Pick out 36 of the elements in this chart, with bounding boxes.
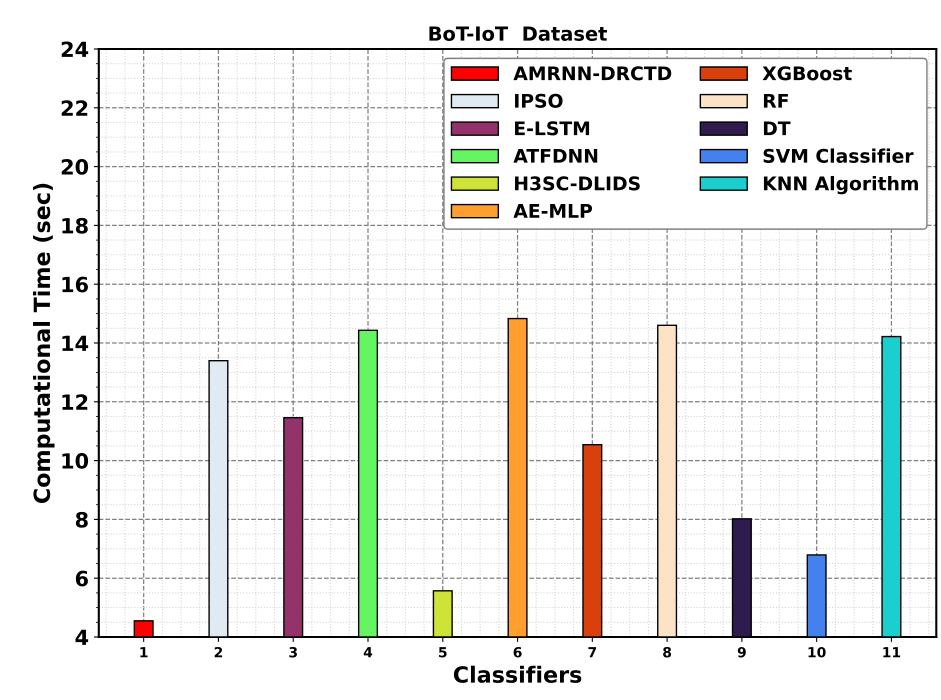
y-tick-label: 8 xyxy=(76,512,88,528)
y-tick-label: 18 xyxy=(62,218,88,234)
x-tick-label: 9 xyxy=(738,646,746,658)
y-axis-title: Computational Time (sec) xyxy=(33,184,55,504)
y-tick-label: 12 xyxy=(62,394,88,410)
x-tick-label: 6 xyxy=(514,646,522,658)
x-tick-label: 11 xyxy=(883,647,900,658)
y-tick-label: 6 xyxy=(76,570,88,586)
legend-label: ATFDNN xyxy=(513,149,598,163)
x-tick-label: 1 xyxy=(140,647,148,658)
legend-label: E-LSTM xyxy=(515,121,590,136)
legend-label: DT xyxy=(764,121,790,136)
y-tick-label: 10 xyxy=(62,453,88,469)
legend-label: IPSO xyxy=(515,94,563,108)
y-tick-label: 16 xyxy=(62,276,88,292)
y-tick-label: 14 xyxy=(62,336,88,351)
y-tick-label: 4 xyxy=(76,630,88,645)
y-tick-label: 24 xyxy=(62,41,88,57)
x-tick-label: 5 xyxy=(439,647,447,658)
legend-label: RF xyxy=(764,94,788,108)
x-tick-label: 4 xyxy=(364,647,372,658)
x-tick-label: 10 xyxy=(808,646,826,658)
y-tick-label: 20 xyxy=(62,159,88,175)
legend-label: KNN Algorithm xyxy=(764,176,918,194)
legend-label: AMRNN-DRCTD xyxy=(513,66,672,80)
legend-label: SVM Classifier xyxy=(764,148,914,163)
x-tick-label: 8 xyxy=(663,646,672,658)
x-axis-title: Classifiers xyxy=(454,666,582,683)
x-tick-label: 2 xyxy=(214,646,222,658)
y-tick-label: 22 xyxy=(62,100,88,116)
legend-label: XGBoost xyxy=(762,66,852,80)
x-tick-label: 7 xyxy=(588,647,596,658)
x-tick-label: 3 xyxy=(289,646,297,658)
chart-title: BoT-IoT Dataset xyxy=(429,26,607,41)
legend-label: AE-MLP xyxy=(513,204,592,218)
legend-label: H3SC-DLIDS xyxy=(515,176,640,190)
